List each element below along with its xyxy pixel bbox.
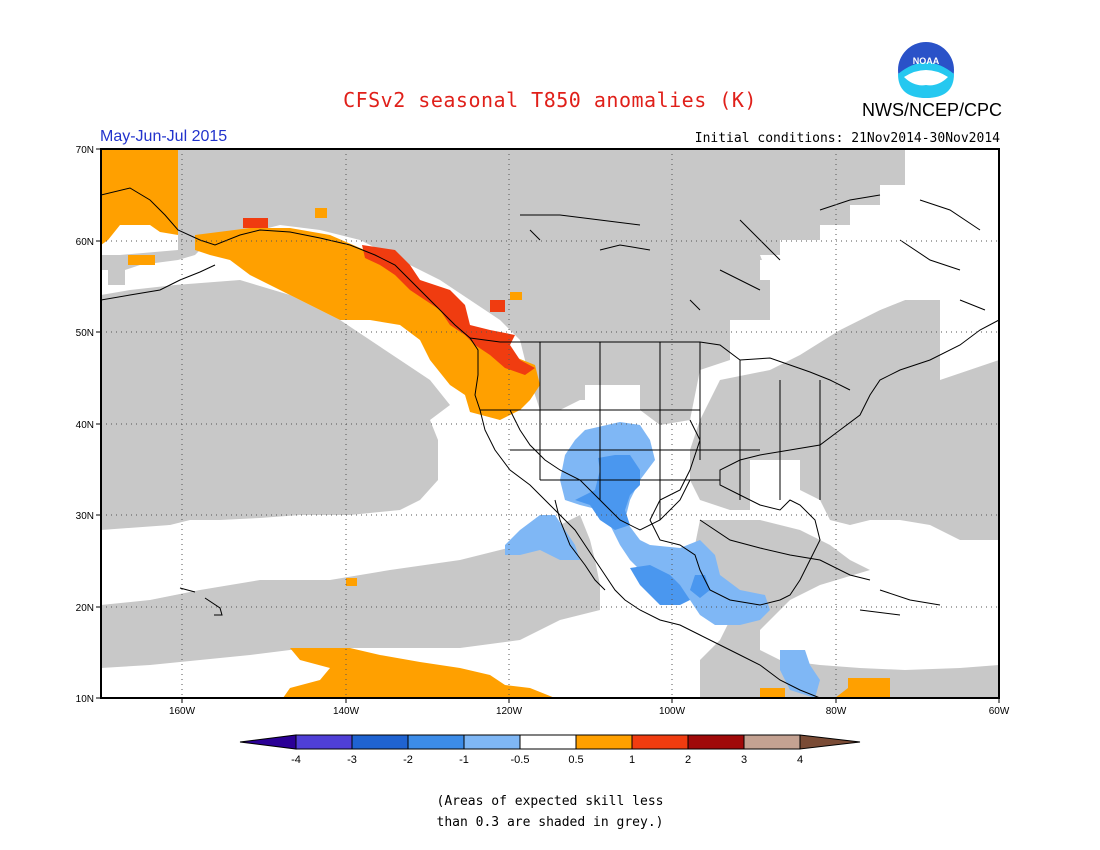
lat-label: 70N bbox=[76, 145, 94, 156]
colorbar-bin bbox=[519, 734, 577, 750]
noaa-logo: NOAA bbox=[898, 42, 954, 98]
colorbar-bin bbox=[575, 734, 633, 750]
footnote-line: than 0.3 are shaded in grey.) bbox=[436, 815, 664, 830]
season-label: May-Jun-Jul 2015 bbox=[100, 128, 228, 145]
colorbar-bin bbox=[687, 734, 745, 750]
colorbar-tick-label: -1 bbox=[459, 754, 469, 766]
initial-conditions-label: Initial conditions: 21Nov2014-30Nov2014 bbox=[694, 131, 1000, 146]
lon-label: 100W bbox=[659, 706, 686, 717]
colorbar-tick-label: 1 bbox=[629, 754, 635, 766]
colorbar-bin bbox=[631, 734, 689, 750]
axis-ticks bbox=[96, 148, 1000, 703]
lat-label: 60N bbox=[76, 237, 94, 248]
lat-label: 50N bbox=[76, 328, 94, 339]
colorbar-tick-label: 2 bbox=[685, 754, 691, 766]
colorbar-tick-label: -4 bbox=[291, 754, 301, 766]
lon-label: 80W bbox=[826, 706, 847, 717]
noaa-logo-text: NOAA bbox=[913, 56, 940, 66]
coastlines bbox=[101, 187, 999, 698]
lat-label: 10N bbox=[76, 694, 94, 705]
lat-labels: 10N 20N 30N 40N 50N 60N 70N bbox=[76, 145, 94, 705]
map-field bbox=[101, 149, 999, 698]
lat-label: 20N bbox=[76, 603, 94, 614]
footnote-line: (Areas of expected skill less bbox=[436, 794, 664, 809]
colorbar-tick-label: 3 bbox=[741, 754, 747, 766]
colorbar-bin bbox=[407, 734, 465, 750]
lon-label: 120W bbox=[496, 706, 523, 717]
colorbar-arrow-right bbox=[799, 734, 861, 750]
colorbar-arrow-left bbox=[239, 734, 297, 750]
colorbar-bin bbox=[743, 734, 801, 750]
colorbar-tick-label: 4 bbox=[797, 754, 803, 766]
colorbar-tick-label: -0.5 bbox=[511, 754, 530, 766]
warm-anomaly-areas bbox=[101, 149, 890, 698]
lon-label: 60W bbox=[989, 706, 1010, 717]
lon-label: 160W bbox=[169, 706, 196, 717]
colorbar-tick-label: -2 bbox=[403, 754, 413, 766]
colorbar-bin bbox=[295, 734, 353, 750]
colorbar-bin bbox=[463, 734, 521, 750]
colorbar-bin bbox=[351, 734, 409, 750]
lat-label: 30N bbox=[76, 511, 94, 522]
lon-label: 140W bbox=[333, 706, 360, 717]
strong-warm-anomaly-areas bbox=[243, 218, 535, 375]
lat-label: 40N bbox=[76, 420, 94, 431]
skill-footnote: (Areas of expected skill less than 0.3 a… bbox=[0, 791, 1100, 833]
map-title: CFSv2 seasonal T850 anomalies (K) bbox=[343, 88, 757, 112]
agency-label: NWS/NCEP/CPC bbox=[861, 100, 1002, 120]
colorbar-tick-label: -3 bbox=[347, 754, 357, 766]
colorbar-tick-label: 0.5 bbox=[568, 754, 583, 766]
lon-labels: 160W 140W 120W 100W 80W 60W bbox=[169, 706, 1010, 717]
colorbar: -4 -3 -2 -1 -0.5 0.5 1 2 3 4 bbox=[239, 734, 861, 766]
